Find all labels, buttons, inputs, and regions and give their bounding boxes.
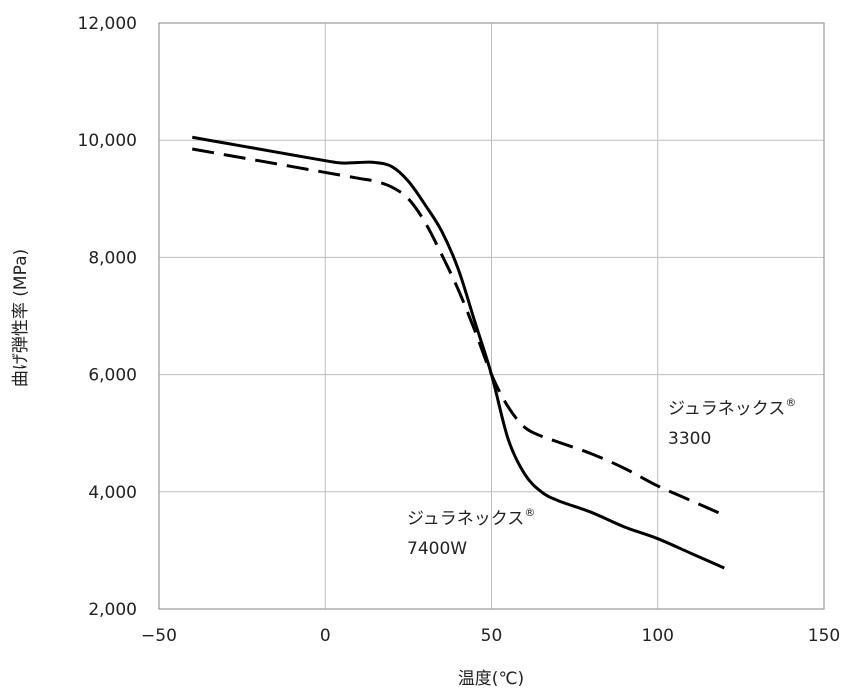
x-tick-label: −50 xyxy=(141,626,177,646)
y-tick-label: 10,000 xyxy=(78,131,137,151)
x-tick-label: 50 xyxy=(481,626,503,646)
x-tick-label: 100 xyxy=(642,626,674,646)
series-label-7400w: ジュラネックス® 7400W xyxy=(407,506,535,559)
y-tick-label: 12,000 xyxy=(78,14,137,34)
series-label-3300: ジュラネックス® 3300 xyxy=(668,396,796,449)
tick-labels: −50 0 50 100 150 2,000 4,000 6,000 8,000 10,000 12… xyxy=(78,14,841,646)
y-tick-label: 6,000 xyxy=(88,366,137,386)
series-line-3300 xyxy=(191,147,725,517)
x-axis-title: 温度(℃) xyxy=(458,669,524,689)
series-label-3300-name: ジュラネックス® xyxy=(668,396,796,419)
series-layer xyxy=(191,135,725,570)
y-tick-label: 8,000 xyxy=(88,248,137,268)
y-axis-title: 曲げ弾性率 (MPa) xyxy=(11,249,31,387)
series-label-3300-grade: 3300 xyxy=(668,429,711,449)
x-tick-label: 0 xyxy=(320,626,331,646)
series-label-7400w-grade: 7400W xyxy=(407,539,467,559)
x-tick-label: 150 xyxy=(808,626,840,646)
plot-border xyxy=(158,22,825,610)
series-line-7400w xyxy=(191,135,725,570)
series-label-7400w-name: ジュラネックス® xyxy=(407,506,535,529)
plot-frame xyxy=(158,22,825,610)
y-tick-label: 2,000 xyxy=(88,600,137,620)
y-tick-label: 4,000 xyxy=(88,483,137,503)
